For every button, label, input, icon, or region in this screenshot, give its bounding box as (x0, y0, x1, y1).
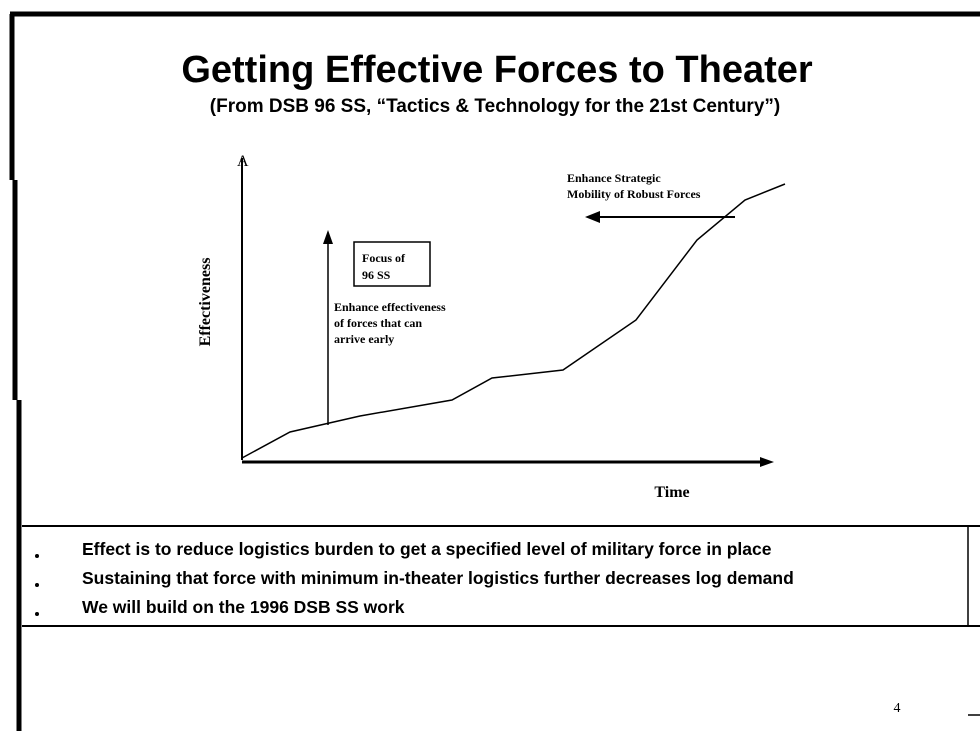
title: Getting Effective Forces to Theater (181, 49, 813, 91)
note-line: arrive early (334, 332, 394, 346)
bullet: Sustaining that force with minimum in-th… (82, 568, 794, 588)
subtitle: (From DSB 96 SS, “Tactics & Technology f… (210, 96, 780, 117)
bullet-dot (35, 612, 39, 616)
note-line: Enhance Strategic (567, 171, 661, 185)
bullet: Effect is to reduce logistics burden to … (82, 539, 772, 559)
y-axis-label: Effectiveness (197, 258, 214, 347)
bullet-dot (35, 583, 39, 587)
diagram (241, 158, 786, 467)
note-line: Enhance effectiveness (334, 300, 446, 314)
bullet-dot (35, 554, 39, 558)
bullet: We will build on the 1996 DSB SS work (82, 597, 405, 617)
x-axis-label: Time (654, 484, 689, 501)
frame (9, 11, 980, 731)
focus-line: 96 SS (362, 268, 391, 282)
note-line: Mobility of Robust Forces (567, 187, 701, 201)
focus-line: Focus of (362, 251, 406, 265)
page-number: 4 (894, 701, 901, 716)
bullets: Effect is to reduce logistics burden to … (35, 539, 794, 617)
note-line: of forces that can (334, 316, 422, 330)
axis-tip: A (237, 153, 249, 170)
